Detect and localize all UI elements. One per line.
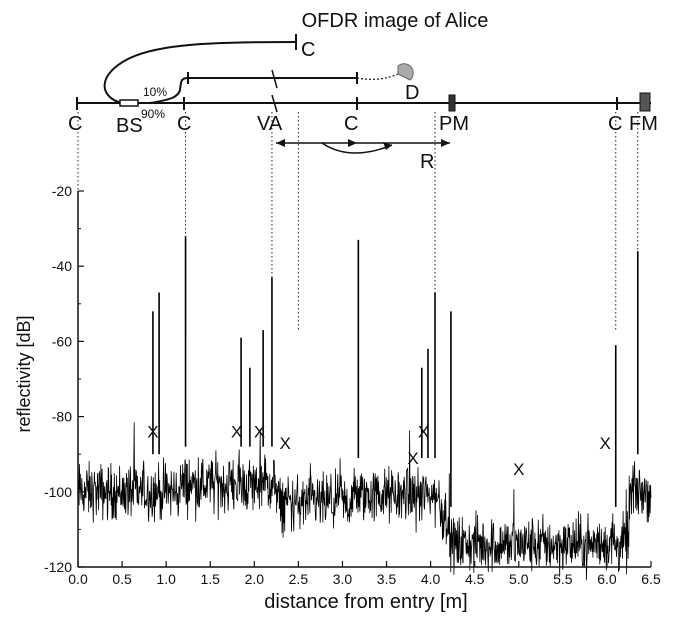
axes: 0.0 0.5 1.0 1.5 2.0 2.5 3.0 3.5 4.0 4.5 5.0 5.5 6.0 6… <box>44 183 661 587</box>
x-marker: X <box>418 423 429 442</box>
va-lower-bar <box>271 94 278 113</box>
y-tick-label: -80 <box>52 409 72 425</box>
x-marker: X <box>599 434 610 453</box>
x-tick-label: 2.0 <box>245 571 265 587</box>
x-tick-label: 6.5 <box>641 571 661 587</box>
label-c2: C <box>177 113 191 135</box>
y-tick-label: -40 <box>52 258 72 274</box>
label-d: D <box>405 82 419 104</box>
y-tick-label: -20 <box>52 183 72 199</box>
x-tick-label: 1.5 <box>200 571 220 587</box>
range-arrowhead-mid <box>348 139 357 147</box>
x-marker: X <box>513 460 524 479</box>
x-marker: X <box>231 423 242 442</box>
ratio-top-label: 10% <box>143 85 167 99</box>
range-arc <box>321 142 393 154</box>
label-fm: FM <box>629 113 658 135</box>
x-marker: X <box>279 434 290 453</box>
x-marker: X <box>407 449 418 468</box>
tap-branch <box>149 77 189 104</box>
label-c1: C <box>68 113 82 135</box>
setup-schematic <box>76 34 651 154</box>
detector-icon <box>397 63 414 81</box>
y-tick-label: -60 <box>52 333 72 349</box>
range-arc-arrowhead <box>383 142 392 150</box>
x-marker: X <box>147 423 158 442</box>
trace-line <box>77 422 652 581</box>
va-upper-bar <box>271 69 278 89</box>
x-tick-label: 3.0 <box>333 571 353 587</box>
schematic-labels: C BS C VA C PM C FM C D R <box>68 39 658 173</box>
schematic-fills <box>119 63 651 150</box>
x-tick-label: 5.0 <box>509 571 529 587</box>
x-tick-label: 5.5 <box>553 571 573 587</box>
label-r: R <box>420 151 434 173</box>
range-arrowhead-left <box>276 139 285 147</box>
range-arrowhead-right <box>441 139 450 147</box>
y-tick-label: -120 <box>44 559 72 575</box>
chart-title: OFDR image of Alice <box>302 10 489 32</box>
x-tick-label: 0.5 <box>112 571 132 587</box>
label-va: VA <box>257 113 283 135</box>
phase-modulator-icon <box>448 94 456 112</box>
y-tick-label: -100 <box>44 484 72 500</box>
ratio-bottom-label: 90% <box>141 107 165 121</box>
x-marker: X <box>254 423 265 442</box>
label-bs: BS <box>116 115 143 137</box>
dotted-guides <box>77 112 639 330</box>
x-axis-label: distance from entry [m] <box>264 591 467 612</box>
faraday-mirror-icon <box>639 92 651 112</box>
x-tick-label: 3.5 <box>377 571 397 587</box>
reflectivity-trace <box>77 236 652 581</box>
x-tick-label: 4.0 <box>421 571 441 587</box>
x-tick-label: 1.0 <box>156 571 176 587</box>
fiber-loop <box>103 41 297 104</box>
x-tick-label: 0.0 <box>68 571 88 587</box>
x-tick-label: 2.5 <box>289 571 309 587</box>
label-c4: C <box>608 113 622 135</box>
beam-splitter-icon <box>119 99 139 107</box>
y-axis-label: reflectivity [dB] <box>14 315 34 432</box>
x-tick-label: 6.0 <box>597 571 617 587</box>
label-pm: PM <box>439 113 469 135</box>
x-tick-label: 4.5 <box>465 571 485 587</box>
label-c3: C <box>344 113 358 135</box>
detector-link <box>356 73 399 80</box>
label-c-top: C <box>301 39 315 61</box>
